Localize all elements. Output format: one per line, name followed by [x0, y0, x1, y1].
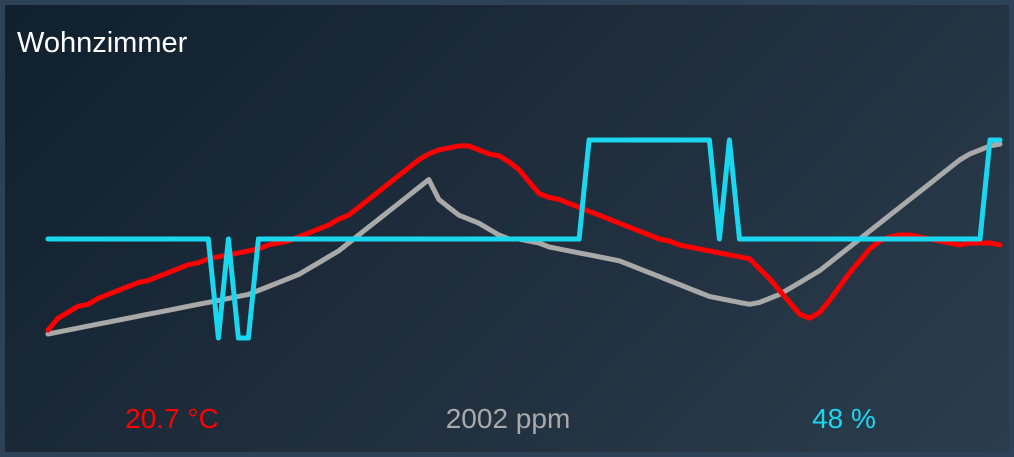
history-chart	[45, 137, 1003, 341]
temperature-value: 20.7 °C	[125, 403, 219, 434]
series-layer	[45, 137, 1003, 341]
series-line-0	[45, 143, 1003, 333]
co2-value: 2002 ppm	[445, 403, 571, 434]
card-title: Wohnzimmer	[17, 27, 188, 59]
sensor-card[interactable]: Wohnzimmer 20.7 °C 2002 ppm 48 %	[5, 5, 1009, 452]
series-line-2	[45, 137, 1003, 341]
humidity-value: 48 %	[812, 403, 876, 434]
